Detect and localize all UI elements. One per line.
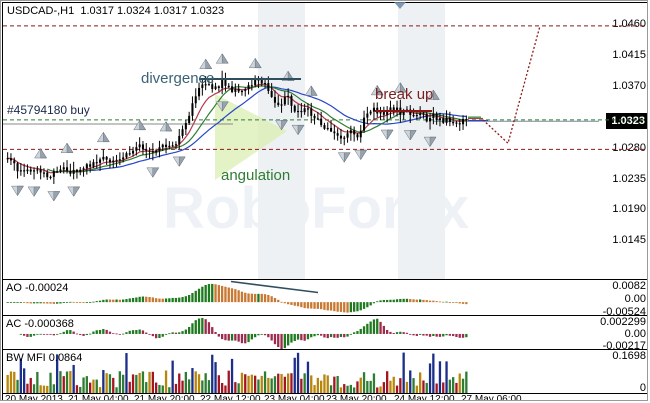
svg-text:divergence: divergence <box>141 70 214 87</box>
svg-text:#45794180 buy: #45794180 buy <box>7 103 90 117</box>
svg-text:angulation: angulation <box>221 167 290 184</box>
svg-text:break up: break up <box>375 86 433 103</box>
